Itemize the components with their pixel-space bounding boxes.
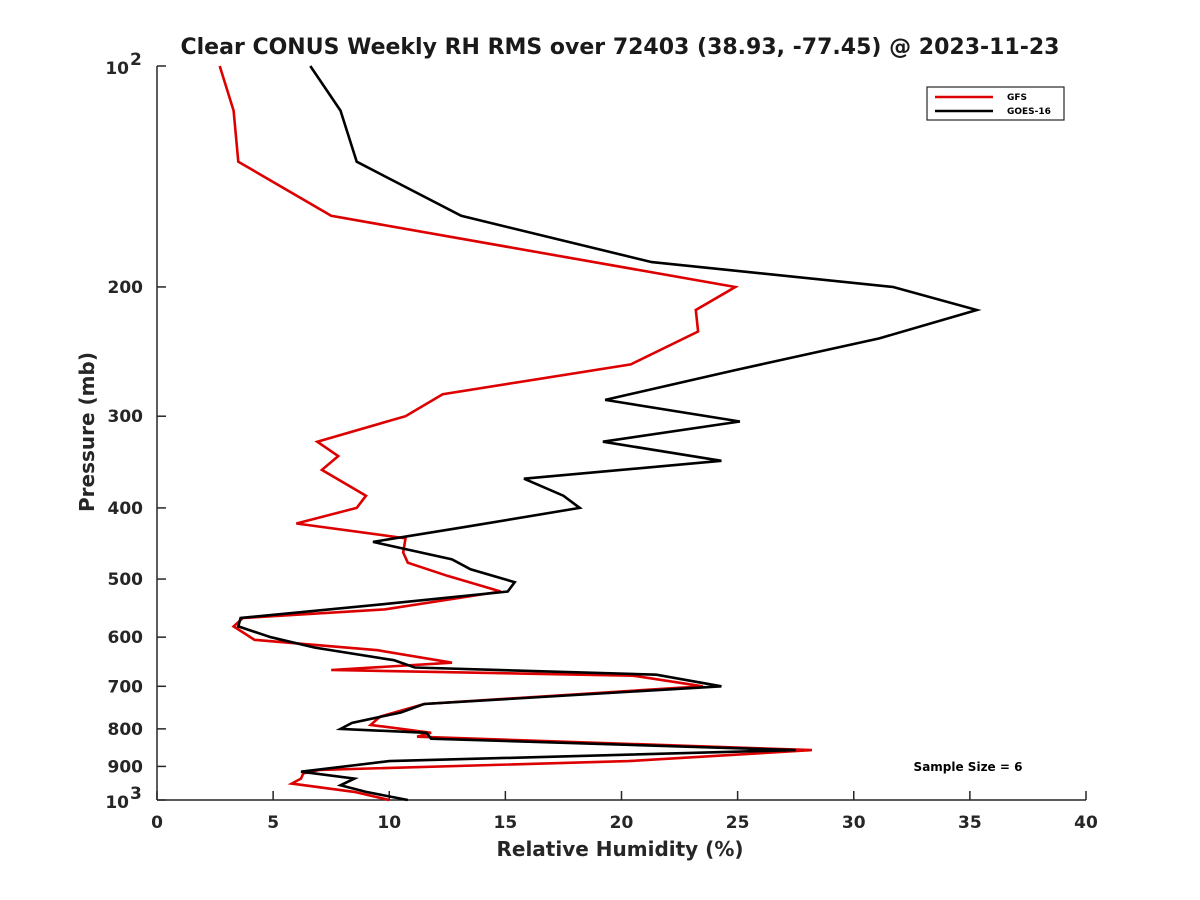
x-tick-label: 0 bbox=[151, 813, 163, 833]
y-tick-label: 300 bbox=[108, 407, 144, 427]
y-axis-label: Pressure (mb) bbox=[75, 352, 99, 512]
y-tick-label: 10 bbox=[105, 793, 129, 813]
legend-box bbox=[926, 86, 1065, 121]
y-tick-exponent: 2 bbox=[130, 50, 142, 70]
legend-label-gfs: GFS bbox=[1007, 93, 1027, 103]
y-tick-label: 10 bbox=[105, 59, 129, 79]
y-tick-label: 800 bbox=[108, 720, 144, 740]
x-tick-label: 10 bbox=[377, 813, 401, 833]
series-line-goes-16 bbox=[236, 65, 982, 802]
x-tick-label: 15 bbox=[494, 813, 518, 833]
legend-label-goes-16: GOES-16 bbox=[1007, 107, 1051, 117]
x-axis-label: Relative Humidity (%) bbox=[496, 837, 743, 861]
y-tick-exponent: 3 bbox=[130, 784, 142, 804]
y-tick-label: 700 bbox=[108, 677, 144, 697]
chart-title: Clear CONUS Weekly RH RMS over 72403 (38… bbox=[181, 35, 1060, 60]
plot-series bbox=[218, 65, 982, 802]
sample-size-annotation: Sample Size = 6 bbox=[914, 760, 1023, 774]
series-line-gfs bbox=[218, 65, 812, 802]
legend: GFS GOES-16 bbox=[926, 86, 1065, 121]
x-tick-label: 5 bbox=[267, 813, 279, 833]
x-tick-label: 30 bbox=[842, 813, 866, 833]
y-tick-label: 900 bbox=[108, 757, 144, 777]
y-tick-label: 600 bbox=[108, 628, 144, 648]
x-tick-label: 40 bbox=[1074, 813, 1098, 833]
y-tick-label: 500 bbox=[108, 570, 144, 590]
y-tick-label: 200 bbox=[108, 278, 144, 298]
y-tick-label: 400 bbox=[108, 499, 144, 519]
x-tick-label: 20 bbox=[610, 813, 634, 833]
x-tick-label: 25 bbox=[726, 813, 750, 833]
x-tick-label: 35 bbox=[958, 813, 982, 833]
